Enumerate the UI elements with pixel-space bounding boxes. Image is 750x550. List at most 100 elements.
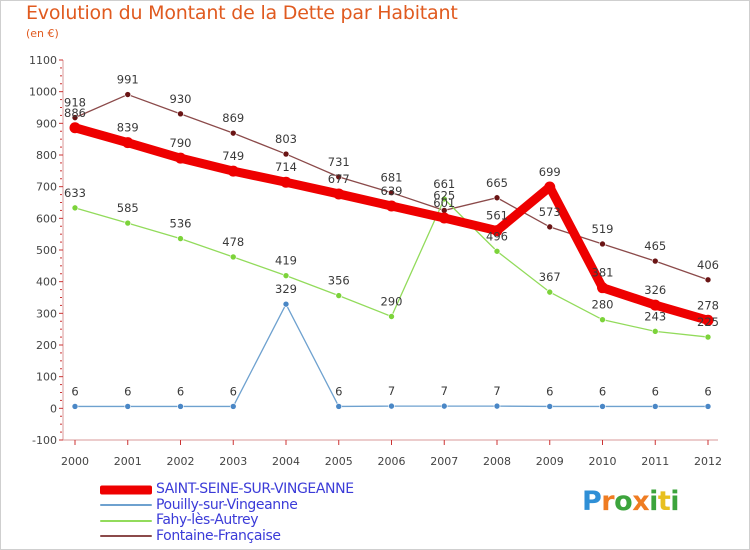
data-point: [71, 114, 79, 121]
logo-letter: o: [614, 486, 633, 517]
data-label: 661: [433, 177, 455, 191]
data-label: 478: [222, 235, 244, 249]
data-label: 367: [539, 270, 561, 284]
data-point: [704, 403, 712, 410]
data-point: [282, 300, 290, 308]
data-label: 356: [328, 274, 350, 288]
data-label: 991: [117, 73, 139, 87]
data-label: 278: [697, 298, 719, 312]
x-tick-label: 2001: [114, 455, 142, 468]
legend-label: Pouilly-sur-Vingeanne: [156, 496, 298, 513]
data-point: [177, 110, 184, 118]
data-label: 886: [64, 106, 86, 120]
data-point: [491, 225, 503, 237]
data-label: 326: [644, 283, 666, 297]
data-point: [335, 173, 343, 181]
data-label: 6: [177, 384, 184, 398]
data-point: [175, 152, 186, 164]
x-tick-label: 2002: [167, 455, 195, 468]
data-point: [124, 219, 132, 227]
series-markers: [69, 91, 714, 410]
data-label: 496: [486, 229, 508, 243]
data-label: 681: [381, 171, 403, 185]
data-point: [388, 189, 395, 196]
legend-swatch: [100, 485, 152, 495]
data-label: 699: [539, 165, 561, 179]
data-label: 918: [64, 96, 86, 110]
data-point: [702, 314, 714, 326]
data-point: [280, 176, 292, 188]
data-labels: 918 991 930 869 803 731 681 625 665 573 519 465 406 6…: [64, 73, 719, 399]
data-point: [546, 288, 554, 296]
data-label: 561: [486, 209, 508, 223]
data-point: [440, 195, 448, 203]
legend-swatch: [100, 535, 152, 538]
data-point: [599, 240, 606, 248]
data-label: 803: [275, 132, 297, 146]
data-point: [546, 403, 554, 410]
y-tick-label: 100: [36, 371, 57, 384]
data-label: 243: [644, 309, 666, 323]
data-label: 6: [546, 384, 553, 398]
data-point: [599, 403, 606, 410]
x-tick-label: 2009: [536, 455, 564, 468]
data-label: 6: [704, 384, 711, 398]
data-label: 381: [592, 266, 614, 280]
axes: -100 0 100 200 300 400 500 600 700 800 900 1000 1100…: [29, 54, 722, 468]
data-point: [388, 313, 395, 320]
logo-letter: P: [582, 486, 602, 517]
data-point: [704, 333, 712, 341]
data-point: [335, 403, 343, 410]
data-label: 601: [433, 196, 455, 210]
data-point: [704, 276, 712, 284]
data-label: 6: [71, 384, 78, 398]
logo-letter: t: [657, 486, 671, 517]
data-point: [71, 403, 79, 410]
data-point: [438, 212, 450, 224]
data-label: 585: [117, 201, 139, 215]
y-tick-label: 700: [36, 181, 57, 194]
data-point: [493, 402, 501, 410]
data-point: [651, 257, 659, 265]
data-point: [544, 181, 556, 193]
data-point: [122, 137, 134, 149]
data-point: [440, 402, 448, 410]
legend-label: Fontaine-Française: [156, 527, 281, 544]
data-point: [229, 129, 237, 137]
y-tick-label: 900: [36, 117, 57, 130]
data-label: 625: [433, 188, 455, 202]
data-point: [599, 316, 606, 323]
legend: SAINT-SEINE-SUR-VINGEANNE Pouilly-sur-Vin…: [100, 481, 420, 544]
data-label: 930: [170, 92, 192, 106]
data-point: [493, 247, 501, 255]
data-label: 406: [697, 258, 719, 272]
data-label: 465: [644, 239, 666, 253]
y-tick-label: 300: [36, 307, 57, 320]
legend-label: SAINT-SEINE-SUR-VINGEANNE: [156, 481, 354, 497]
x-tick-label: 2008: [483, 455, 511, 468]
logo-letter: x: [632, 486, 650, 517]
x-tick-label: 2003: [219, 455, 247, 468]
data-label: 280: [592, 298, 614, 312]
data-point: [388, 402, 395, 410]
data-label: 7: [388, 384, 395, 398]
data-point: [229, 253, 237, 261]
x-tick-label: 2004: [272, 455, 300, 468]
logo-letter: r: [601, 486, 615, 517]
x-tick-label: 2005: [325, 455, 353, 468]
data-point: [333, 188, 345, 200]
x-tick-label: 2000: [61, 455, 89, 468]
data-label: 869: [222, 111, 244, 125]
data-label: 839: [117, 121, 139, 135]
data-point: [282, 272, 290, 279]
data-label: 6: [124, 384, 131, 398]
y-tick-label: 1000: [29, 86, 57, 99]
data-label: 536: [170, 217, 192, 231]
data-point: [546, 223, 554, 231]
chart-title: Evolution du Montant de la Dette par Hab…: [26, 2, 458, 24]
data-label: 731: [328, 155, 350, 169]
data-point: [177, 235, 184, 242]
data-label: 419: [275, 254, 297, 268]
